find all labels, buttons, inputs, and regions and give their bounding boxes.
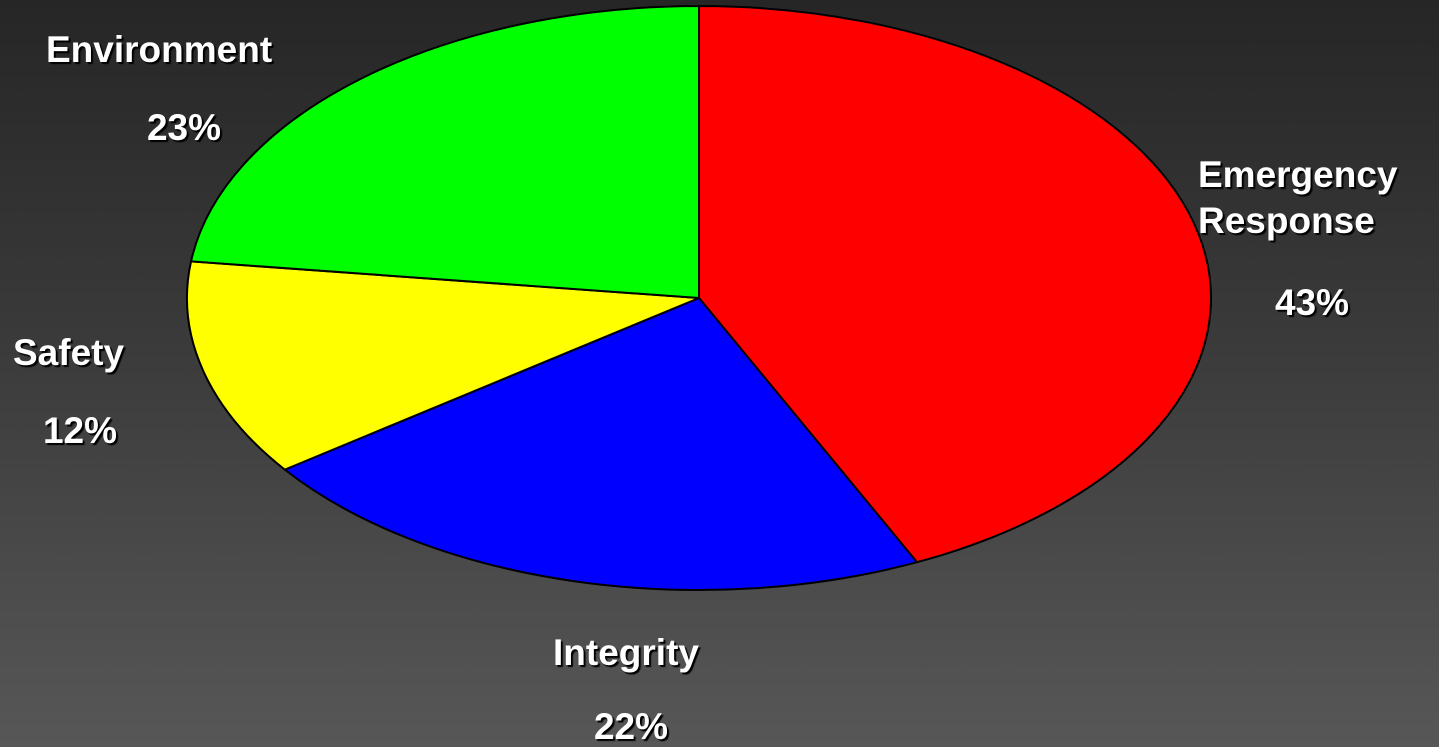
value-integrity: 22%: [593, 706, 669, 747]
pie-slice-safety: [186, 260, 700, 471]
label-environment: Environment: [46, 29, 273, 70]
label-emergency-response: Emergency Response: [1198, 152, 1398, 244]
label-emergency-line-2: Response: [1198, 200, 1375, 241]
value-environment: 23%: [146, 107, 222, 148]
value-safety: 12%: [42, 410, 118, 451]
label-emergency-line-1: Emergency: [1198, 154, 1398, 195]
label-integrity: Integrity: [553, 632, 699, 673]
pie-slice-emergency: [698, 5, 1213, 564]
pie-slice-integrity: [283, 297, 918, 591]
label-safety: Safety: [13, 332, 125, 373]
pie-slice-environment: [190, 5, 700, 299]
value-emergency-response: 43%: [1274, 282, 1350, 323]
pie-slices: [186, 5, 1213, 591]
